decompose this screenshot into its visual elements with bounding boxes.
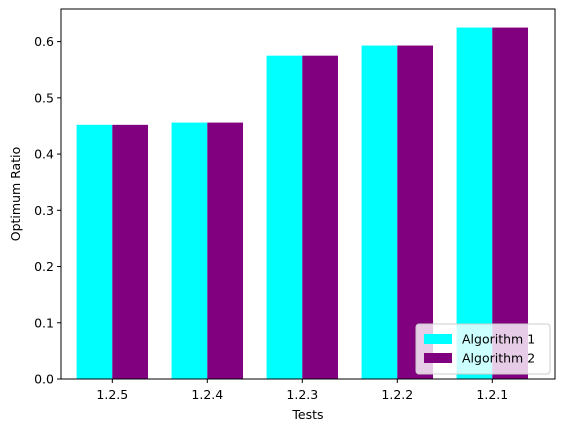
y-tick-label: 0.0 [34, 372, 54, 387]
y-tick-label: 0.2 [34, 259, 54, 274]
y-axis: 0.0 0.1 0.2 0.3 0.4 0.5 0.6 [34, 34, 61, 387]
x-tick-label-1.2.5: 1.2.5 [96, 387, 128, 402]
bar-1-1.2.3 [266, 55, 303, 380]
legend-swatch-1 [424, 334, 452, 344]
bar-1-1.2.1 [456, 27, 493, 380]
bar-2-1.2.2 [397, 45, 434, 380]
bar-1-1.2.4 [171, 122, 208, 379]
y-tick-label: 0.3 [34, 203, 54, 218]
y-axis-label: Optimum Ratio [8, 147, 23, 242]
y-tick-label: 0.6 [34, 34, 54, 49]
x-axis: 1.2.5 1.2.4 1.2.3 1.2.2 1.2.1 [96, 379, 508, 402]
bar-2-1.2.3 [302, 55, 339, 380]
x-axis-label: Tests [291, 407, 323, 422]
y-tick-label: 0.1 [34, 315, 54, 330]
x-tick-label-1.2.2: 1.2.2 [381, 387, 413, 402]
y-tick-label: 0.4 [34, 147, 54, 162]
x-tick-label-1.2.4: 1.2.4 [191, 387, 223, 402]
legend-label-1: Algorithm 1 [462, 332, 535, 347]
bar-1-1.2.5 [76, 124, 113, 379]
bars-group [76, 27, 529, 380]
plot-area-frame [60, 8, 556, 380]
bar-2-1.2.1 [492, 27, 529, 380]
x-tick-label-1.2.3: 1.2.3 [286, 387, 318, 402]
legend: Algorithm 1 Algorithm 2 [415, 323, 551, 375]
bar-2-1.2.5 [112, 124, 149, 379]
bar-1-1.2.2 [361, 45, 398, 380]
y-tick-label: 0.5 [34, 90, 54, 105]
legend-swatch-2 [424, 353, 452, 363]
bar-2-1.2.4 [207, 122, 244, 379]
x-tick-label-1.2.1: 1.2.1 [476, 387, 508, 402]
legend-label-2: Algorithm 2 [462, 351, 535, 366]
